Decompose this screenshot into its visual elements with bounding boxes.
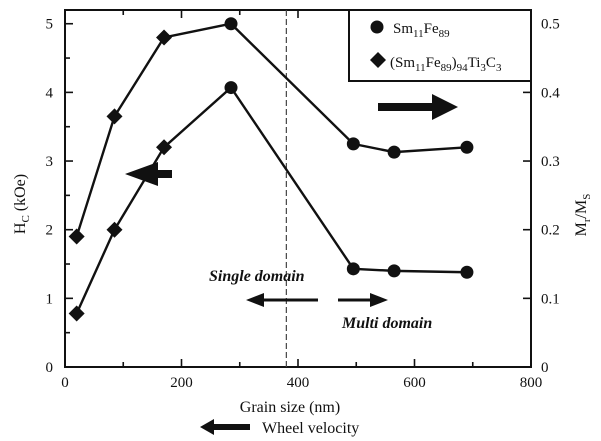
x-tick-label: 800 <box>520 375 543 391</box>
y-right-tick-label: 0 <box>541 360 549 376</box>
y-axis-left-title: HC (kOe) <box>12 174 32 234</box>
upper-circle-point <box>346 137 360 151</box>
single-domain-label: Single domain <box>209 268 305 285</box>
x-tick-label: 600 <box>403 375 426 391</box>
lower-diamond-point <box>106 221 123 238</box>
lower-circle-point <box>346 262 360 276</box>
y-left-tick-label: 0 <box>46 360 54 376</box>
multi-domain-label: Multi domain <box>341 315 432 332</box>
legend-label-sm11fe89: Sm11Fe89 <box>393 21 450 40</box>
lower-circle-point <box>224 81 238 95</box>
y-axis-right-title: Mr/MS <box>573 194 593 237</box>
left-arrow-coercivity <box>125 162 172 186</box>
x-tick-label: 400 <box>287 375 310 391</box>
data-points <box>68 17 474 322</box>
upper-diamond-point <box>156 29 173 46</box>
y-right-tick-label: 0.1 <box>541 291 560 307</box>
y-right-tick-label: 0.2 <box>541 223 560 239</box>
lower-diamond-point <box>68 305 85 322</box>
y-left-tick-label: 3 <box>46 154 54 170</box>
y-left-tick-label: 5 <box>46 17 54 33</box>
single-domain-arrow <box>246 293 318 307</box>
legend-label-smfe-ti-c: (Sm11Fe89)94Ti3C3 <box>390 55 502 74</box>
legend-diamond-marker <box>370 52 386 68</box>
lower-circle-point <box>387 264 401 278</box>
x-tick-label: 0 <box>61 375 69 391</box>
upper-diamond-point <box>68 228 85 245</box>
y-left-tick-label: 2 <box>46 223 54 239</box>
y-left-tick-label: 4 <box>46 85 54 101</box>
x-axis-title: Grain size (nm) <box>240 399 340 416</box>
wheel-velocity-label: Wheel velocity <box>262 420 359 437</box>
multi-domain-arrow <box>338 293 388 307</box>
x-tick-label: 200 <box>170 375 193 391</box>
upper-circle-point <box>460 140 474 154</box>
lower-circle-point <box>460 265 474 279</box>
y-right-tick-label: 0.3 <box>541 154 560 170</box>
y-right-tick-label: 0.4 <box>541 85 560 101</box>
right-arrow-remanence <box>378 94 458 120</box>
y-left-tick-label: 1 <box>46 291 54 307</box>
upper-diamond-point <box>106 108 123 125</box>
wheel-velocity-arrow <box>200 419 250 435</box>
y-right-tick-label: 0.5 <box>541 17 560 33</box>
upper-circle-point <box>387 145 401 159</box>
upper-circle-point <box>224 17 238 31</box>
lower-diamond-point <box>156 139 173 156</box>
legend-box <box>348 9 532 82</box>
legend-circle-marker <box>370 20 384 34</box>
